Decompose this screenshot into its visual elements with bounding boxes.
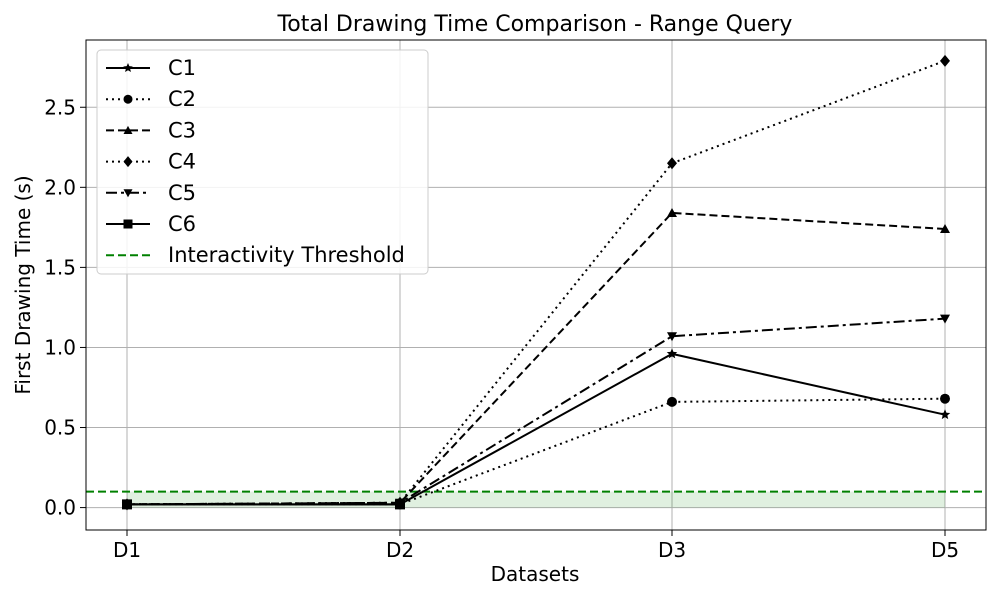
data-point-c6 [122, 499, 132, 510]
legend-item: C4 [106, 150, 196, 174]
legend-label: C5 [168, 181, 196, 205]
y-tick-label: 2.5 [44, 95, 76, 119]
legend-marker [123, 219, 133, 229]
data-point-c4 [667, 157, 677, 170]
legend-marker [123, 125, 133, 134]
series-c6 [122, 499, 405, 510]
y-tick-label: 1.5 [44, 255, 76, 279]
series-c1 [121, 348, 951, 509]
series-line-c2 [127, 397, 946, 506]
data-point-c2 [940, 393, 950, 404]
chart-title: Total Drawing Time Comparison - Range Qu… [277, 12, 793, 37]
series-line-c5 [126, 317, 946, 506]
data-point-c1 [939, 409, 951, 420]
data-point-c3 [667, 207, 677, 217]
legend-item: Interactivity Threshold [106, 243, 405, 267]
legend-item: C3 [106, 118, 196, 142]
data-point-c5 [940, 314, 950, 324]
series-c5 [122, 314, 950, 510]
legend-label: C3 [168, 118, 196, 142]
x-tick-label: D5 [931, 538, 959, 562]
legend-item: C2 [106, 87, 196, 111]
y-tick-label: 0.0 [44, 496, 76, 520]
x-tick-label: D2 [386, 538, 414, 562]
data-point-c5 [667, 332, 677, 342]
legend-item: C5 [106, 181, 196, 205]
x-ticks: D1 D2 D3 D5 [113, 530, 959, 562]
legend-marker [123, 156, 133, 168]
legend-marker [123, 94, 133, 104]
legend-label: Interactivity Threshold [168, 243, 405, 267]
y-tick-label: 1.0 [44, 335, 76, 359]
series-layer [121, 54, 951, 511]
data-point-c1 [666, 348, 678, 359]
legend-label: C4 [168, 150, 196, 174]
data-point-c4 [940, 54, 950, 67]
legend-label: C6 [168, 212, 196, 236]
legend-label: C2 [168, 87, 196, 111]
y-tick-label: 2.0 [44, 175, 76, 199]
grid [86, 40, 986, 530]
y-tick-label: 0.5 [44, 416, 76, 440]
y-ticks: 0.0 0.5 1.0 1.5 2.0 2.5 [44, 95, 86, 520]
legend-box [96, 49, 429, 275]
legend-marker [123, 63, 133, 73]
series-line-c4 [126, 59, 946, 506]
x-tick-label: D3 [658, 538, 686, 562]
legend-marker [123, 189, 133, 198]
legend-label: C1 [168, 56, 196, 80]
legend-item: C1 [106, 56, 196, 80]
series-line-c1 [127, 352, 946, 506]
legend: C1 C2 C3 C4 C5 C6 Interactivity Threshold [96, 49, 429, 275]
y-axis-label: First Drawing Time (s) [11, 175, 35, 394]
x-axis-label: Datasets [491, 562, 580, 586]
data-point-c2 [667, 396, 677, 407]
legend-item: C6 [106, 212, 196, 236]
x-tick-label: D1 [113, 538, 141, 562]
data-point-c3 [940, 223, 950, 233]
data-point-c6 [395, 499, 405, 510]
plot-frame [85, 39, 987, 531]
